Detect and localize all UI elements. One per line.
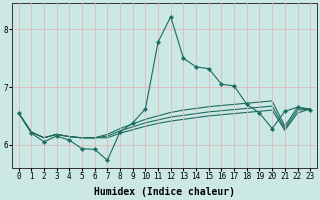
X-axis label: Humidex (Indice chaleur): Humidex (Indice chaleur)	[94, 186, 235, 197]
